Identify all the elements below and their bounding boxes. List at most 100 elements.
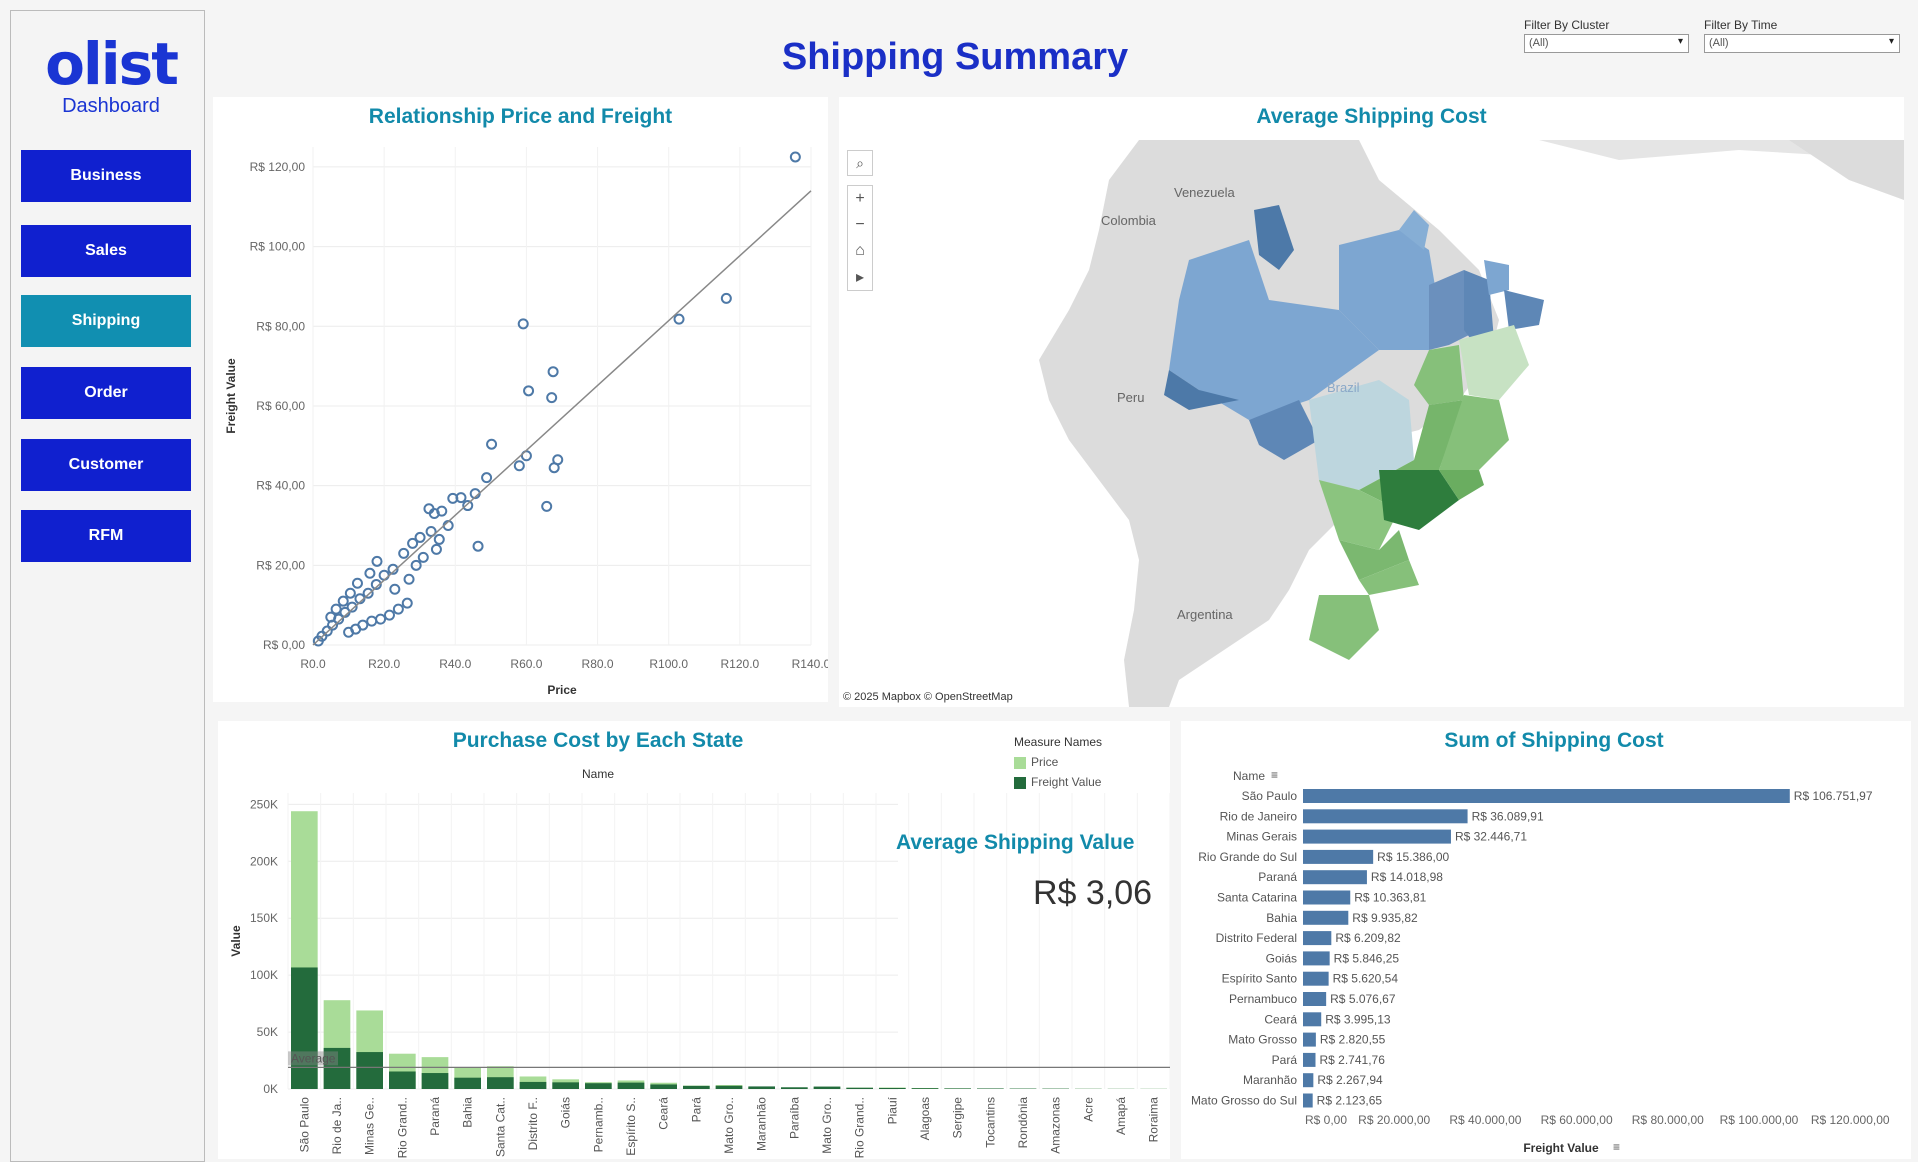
bar-freight	[323, 1047, 351, 1089]
scatter-point	[789, 151, 801, 163]
bar-freight	[421, 1073, 449, 1089]
bar-value-label: R$ 14.018,98	[1371, 870, 1443, 884]
nav-rfm-button[interactable]: RFM	[21, 510, 191, 562]
zoom-in-icon[interactable]: +	[855, 190, 865, 207]
bar	[1303, 1093, 1313, 1108]
scatter-point	[673, 313, 685, 325]
state-panel: Purchase Cost by Each State Name 0K 50K 10…	[218, 721, 1170, 1159]
bar	[1303, 849, 1374, 864]
state-legend: Measure Names Price Freight Value	[1014, 735, 1102, 789]
nav-customer-button[interactable]: Customer	[21, 439, 191, 491]
state-title: Purchase Cost by Each State	[452, 729, 744, 752]
scatter-point	[389, 583, 401, 595]
chevron-down-icon: ▾	[1677, 36, 1683, 47]
scatter-point	[462, 500, 474, 512]
bar-freight	[650, 1084, 677, 1089]
bar-freight	[715, 1085, 743, 1089]
filter-cluster: Filter By Cluster (All) ▾	[1524, 18, 1689, 53]
scatter-point	[351, 577, 363, 589]
scatter-point	[383, 609, 395, 621]
map-state-sc	[1359, 560, 1419, 595]
map-controls: + − ⌂ ▸	[847, 185, 873, 291]
bar-freight	[519, 1081, 547, 1089]
bar	[1303, 992, 1327, 1006]
legend-title: Measure Names	[1014, 735, 1103, 749]
scatter-point	[513, 460, 525, 472]
x-tick-label: R20.0	[368, 657, 400, 671]
scatter-point	[364, 567, 376, 579]
nav-shipping-button[interactable]: Shipping	[21, 295, 191, 347]
x-tick-label: R$ 100.000,00	[1720, 1113, 1799, 1127]
scatter-point	[362, 587, 374, 599]
search-icon[interactable]: ⌕	[847, 150, 873, 176]
x-axis-title: Price	[547, 683, 577, 697]
map-state-pr	[1339, 530, 1409, 580]
sum-chart[interactable]: Name ≡ São Paulo R$ 106.751,97 Rio de Janeir…	[1181, 721, 1911, 1159]
scatter-point	[325, 611, 337, 623]
state-chart[interactable]: 0K 50K 100K 150K 200K 250K Value São Paulo Rio d…	[218, 721, 1170, 1159]
bar	[1303, 870, 1367, 885]
x-tick-label: R$ 120.000,00	[1811, 1113, 1890, 1127]
legend-label: Price	[1031, 755, 1059, 769]
bar-category-label: Pará	[1272, 1053, 1298, 1067]
x-axis-title: Freight Value	[1523, 1141, 1599, 1155]
avg-shipping-title: Average Shipping Value	[896, 831, 1135, 854]
x-tick-label: Pernamb..	[591, 1097, 605, 1152]
scatter-chart[interactable]: R$ 0,00R$ 20,00R$ 40,00R$ 60,00R$ 80,00R…	[213, 97, 828, 702]
bar-category-label: Ceará	[1264, 1012, 1297, 1026]
bar-category-label: Goiás	[1266, 951, 1297, 965]
filter-time-select[interactable]: (All) ▾	[1704, 34, 1900, 53]
x-tick-label: Rio Grand..	[395, 1097, 409, 1158]
map-state-ms	[1319, 480, 1399, 550]
x-tick-label: Santa Cat..	[493, 1097, 507, 1157]
bar-category-label: Pernambuco	[1229, 992, 1297, 1006]
filter-cluster-select[interactable]: (All) ▾	[1524, 34, 1689, 53]
zoom-out-icon[interactable]: −	[855, 216, 865, 233]
x-tick-label: Paraíba	[787, 1097, 801, 1139]
legend-item-price[interactable]: Price	[1014, 755, 1102, 769]
bar-value-label: R$ 15.386,00	[1377, 850, 1449, 864]
map-state-ne	[1504, 290, 1544, 330]
scatter-point	[392, 603, 404, 615]
bar-value-label: R$ 5.620,54	[1333, 972, 1399, 986]
x-tick-label: Acre	[1081, 1097, 1095, 1122]
bar-freight	[748, 1086, 775, 1089]
map-canvas[interactable]: Venezuela Colombia Peru Argentina Brazil…	[839, 140, 1904, 707]
sort-icon: ≡	[1271, 768, 1278, 782]
x-tick-label: Mato Gro..	[820, 1097, 834, 1154]
x-tick-label: R80.0	[582, 657, 614, 671]
home-icon[interactable]: ⌂	[855, 242, 865, 259]
x-tick-label: Pará	[689, 1097, 703, 1123]
filter-time: Filter By Time (All) ▾	[1704, 18, 1900, 53]
bar	[1303, 951, 1330, 966]
x-tick-label: Paraná	[428, 1097, 442, 1136]
bar	[1303, 971, 1329, 986]
nav-business-button[interactable]: Business	[21, 150, 191, 202]
map-land-africa	[1789, 140, 1904, 200]
map-state-ro	[1249, 400, 1319, 460]
brand-logo: olist Dashboard	[41, 33, 181, 117]
map-state-ce	[1484, 260, 1509, 295]
y-tick-label: 0K	[263, 1082, 278, 1096]
map-title: Average Shipping Cost	[1256, 105, 1487, 128]
scatter-point	[403, 573, 415, 585]
bar	[1303, 1073, 1314, 1088]
play-icon[interactable]: ▸	[855, 269, 865, 286]
y-tick-label: 50K	[257, 1025, 278, 1039]
y-tick-label: R$ 60,00	[256, 399, 305, 413]
average-label: Average	[291, 1051, 336, 1065]
bar-freight	[487, 1077, 514, 1089]
scatter-point	[387, 563, 399, 575]
bar	[1303, 910, 1349, 925]
x-tick-label: Tocantins	[983, 1097, 997, 1148]
nav-order-button[interactable]: Order	[21, 367, 191, 419]
nav-sales-button[interactable]: Sales	[21, 225, 191, 277]
sum-panel: Sum of Shipping Cost Name ≡ São Paulo R$ 10…	[1181, 721, 1911, 1159]
scatter-point	[401, 597, 413, 609]
filter-cluster-value: (All)	[1529, 37, 1549, 49]
map-label-colombia: Colombia	[1101, 213, 1156, 228]
scatter-point	[366, 615, 378, 627]
y-tick-label: R$ 20,00	[256, 558, 305, 572]
page-title: Shipping Summary	[781, 36, 1129, 78]
legend-item-freight[interactable]: Freight Value	[1014, 775, 1102, 789]
